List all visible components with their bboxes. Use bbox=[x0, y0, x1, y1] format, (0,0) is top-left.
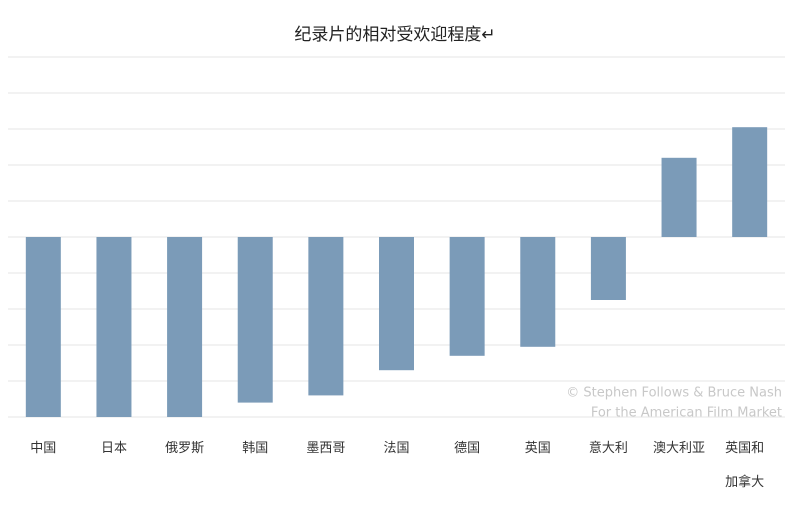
chart-title: 纪录片的相对受欢迎程度↵ bbox=[294, 25, 495, 45]
bar bbox=[590, 237, 626, 300]
x-tick-label: 中国 bbox=[30, 441, 57, 456]
watermark: For the American Film Market bbox=[591, 406, 782, 421]
x-tick-label: 墨西哥 bbox=[306, 441, 346, 456]
bar bbox=[308, 237, 344, 396]
bar bbox=[167, 237, 203, 417]
bar bbox=[96, 237, 132, 417]
bar bbox=[732, 127, 768, 237]
x-tick-label: 德国 bbox=[454, 441, 481, 456]
x-tick-label: 意大利 bbox=[588, 441, 628, 456]
x-tick-label: 法国 bbox=[383, 441, 410, 456]
bar bbox=[520, 237, 556, 347]
bar bbox=[237, 237, 273, 403]
x-tick-label: 韩国 bbox=[242, 441, 269, 456]
bar bbox=[449, 237, 485, 356]
x-tick-label: 日本 bbox=[100, 441, 127, 456]
x-tick-label: 英国 bbox=[524, 441, 551, 456]
x-tick-label: 英国和加拿大 bbox=[725, 441, 765, 490]
x-tick-label: 澳大利亚 bbox=[653, 441, 706, 456]
x-tick-label: 俄罗斯 bbox=[165, 441, 205, 456]
watermark: © Stephen Follows & Bruce Nash bbox=[566, 386, 782, 401]
bar bbox=[25, 237, 61, 417]
bar bbox=[379, 237, 414, 371]
bar bbox=[661, 157, 697, 237]
